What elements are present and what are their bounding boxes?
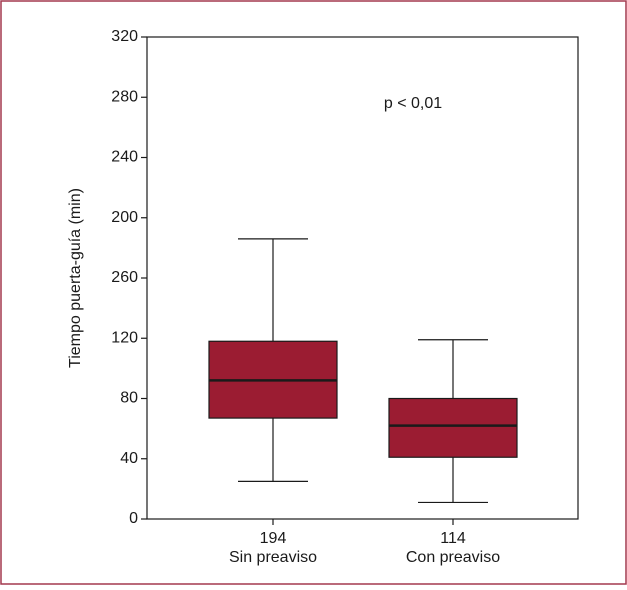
y-tick-label: 280 [111,88,138,105]
y-axis-label: Tiempo puerta-guía (min) [67,188,84,368]
y-tick-label: 120 [111,329,138,346]
y-tick-label: 320 [111,28,138,45]
y-tick-label: 40 [120,450,138,467]
y-tick-label: 240 [111,149,138,166]
x-count-label: 194 [260,530,287,547]
y-tick-label: 200 [111,209,138,226]
x-tick-label: Con preaviso [406,549,500,566]
y-tick-label: 260 [111,269,138,286]
box [388,397,518,458]
y-tick-label: 0 [129,510,138,527]
annotation: p < 0,01 [384,95,442,112]
x-tick-label: Sin preaviso [229,549,317,566]
y-tick-label: 80 [120,390,138,407]
x-count-label: 114 [440,530,466,547]
